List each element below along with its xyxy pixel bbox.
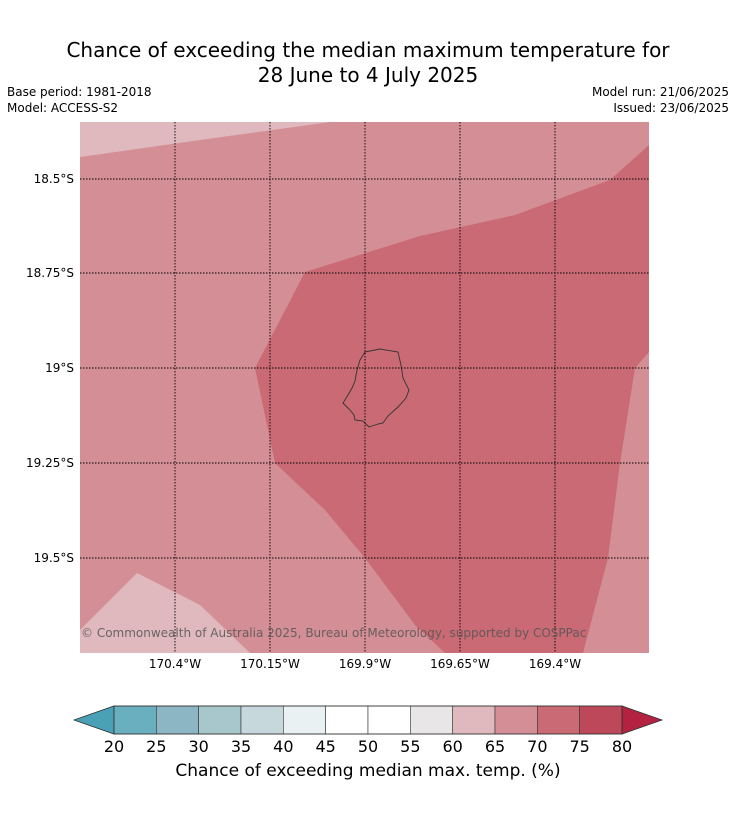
colorbar-cell-35-40 <box>240 705 284 735</box>
colorbar-tick-40: 40 <box>273 737 294 756</box>
band-60-65-bottom-fill <box>80 573 250 653</box>
band-70-75-fill <box>255 145 649 653</box>
lon-label-2: 170.15°W <box>240 657 300 671</box>
graticule <box>80 122 649 653</box>
colorbar-tick-60: 60 <box>442 737 463 756</box>
colorbar-low-extend <box>72 705 115 735</box>
lat-label-5: 19.5°S <box>33 551 74 565</box>
colorbar-tick-50: 50 <box>357 737 379 756</box>
colorbar-cell-55-60 <box>410 705 453 735</box>
map-title: Chance of exceeding the median maximum t… <box>0 38 736 88</box>
colorbar-cell-70-75 <box>537 705 580 735</box>
lon-label-3: 169.9°W <box>338 657 392 671</box>
colorbar-cell-40-45 <box>283 705 326 735</box>
colorbar-tick-20: 20 <box>103 737 125 756</box>
model-name: Model: ACCESS-S2 <box>7 101 119 115</box>
colorbar <box>72 705 664 735</box>
lon-label-5: 169.4°W <box>528 657 582 671</box>
title-line-2: 28 June to 4 July 2025 <box>257 63 479 87</box>
colorbar-cell-30-35 <box>198 705 242 735</box>
issued-date: Issued: 23/06/2025 <box>613 101 729 115</box>
lat-label-3: 19°S <box>45 361 74 375</box>
colorbar-tick-75: 75 <box>569 737 590 756</box>
copyright-notice: © Commonwealth of Australia 2025, Bureau… <box>81 626 587 640</box>
lat-label-2: 18.75°S <box>26 266 74 280</box>
lon-label-1: 170.4°W <box>148 657 202 671</box>
colorbar-cell-25-30 <box>156 705 199 735</box>
colorbar-frame <box>113 705 623 735</box>
lon-label-4: 169.65°W <box>430 657 490 671</box>
colorbar-label: Chance of exceeding median max. temp. (%… <box>175 761 561 781</box>
colorbar-cell-60-65 <box>452 705 496 735</box>
lat-label-1: 18.5°S <box>33 172 74 186</box>
colorbar-cell-75-80 <box>579 705 623 735</box>
colorbar-tick-25: 25 <box>146 737 167 756</box>
band-60-65-top-fill <box>80 122 330 157</box>
colorbar-tick-35: 35 <box>230 737 252 756</box>
title-line-1: Chance of exceeding the median maximum t… <box>66 38 670 62</box>
base-period: Base period: 1981-2018 <box>7 85 152 99</box>
colorbar-tick-80: 80 <box>611 737 633 756</box>
colorbar-cell-50-55 <box>367 705 411 735</box>
model-run: Model run: 21/06/2025 <box>591 85 729 99</box>
island-outline-icon <box>342 348 410 428</box>
colorbar-cell-45-50 <box>325 705 369 735</box>
colorbar-tick-30: 30 <box>188 737 209 756</box>
meta-right: Model run: 21/06/2025 Issued: 23/06/2025 <box>592 84 729 116</box>
lat-label-4: 19.25°S <box>26 456 74 470</box>
colorbar-cell-65-70 <box>494 705 538 735</box>
colorbar-tick-70: 70 <box>527 737 548 756</box>
colorbar-tick-65: 65 <box>484 737 506 756</box>
map-area <box>80 122 649 653</box>
colorbar-tick-55: 55 <box>400 737 421 756</box>
colorbar-cell-20-25 <box>113 705 157 735</box>
colorbar-tick-45: 45 <box>315 737 336 756</box>
colorbar-high-extend <box>621 705 664 735</box>
meta-left: Base period: 1981-2018 Model: ACCESS-S2 <box>7 84 152 116</box>
